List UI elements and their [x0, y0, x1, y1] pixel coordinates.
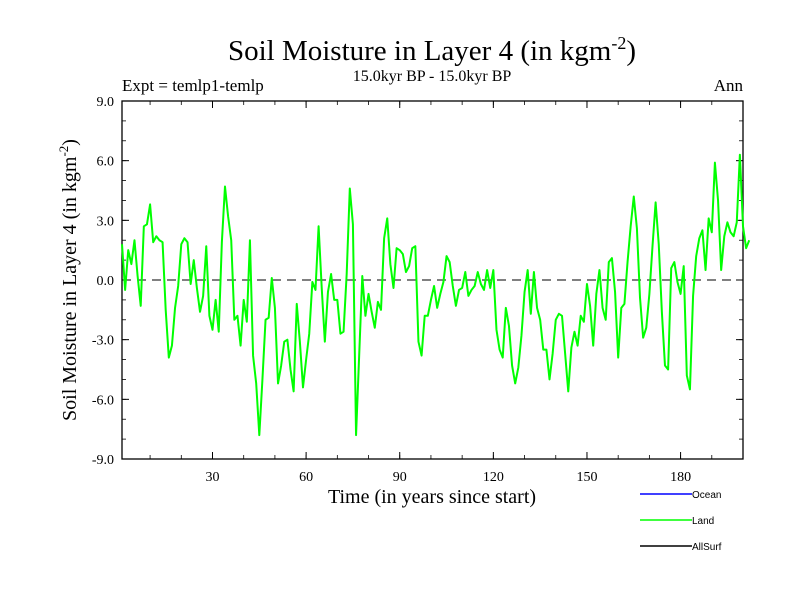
x-tick-label: 90 — [393, 470, 407, 485]
y-tick-label: 6.0 — [97, 155, 115, 170]
legend-label-land: Land — [692, 516, 714, 527]
y-tick-label: -3.0 — [92, 334, 114, 349]
legend: Ocean Land AllSurf — [640, 490, 722, 553]
y-tick-label: 0.0 — [97, 274, 115, 289]
x-tick-label: 60 — [299, 470, 313, 485]
legend-label-ocean: Ocean — [692, 490, 721, 501]
x-tick-label: 120 — [483, 470, 504, 485]
y-tick-label: 9.0 — [97, 95, 115, 110]
x-axis: 30 60 90 120 150 180 — [149, 101, 744, 485]
y-axis-label: Soil Moisture in Layer 4 (in kgm-2) — [56, 139, 81, 421]
x-axis-label: Time (in years since start) — [328, 486, 536, 508]
chart-title: Soil Moisture in Layer 4 (in kgm-2) — [228, 33, 636, 67]
chart-subtitle: 15.0kyr BP - 15.0kyr BP — [353, 68, 512, 85]
x-tick-label: 180 — [670, 470, 691, 485]
series-line-land — [121, 153, 751, 437]
y-tick-label: -6.0 — [92, 393, 114, 408]
series-group — [121, 153, 751, 437]
y-tick-label: -9.0 — [92, 453, 114, 468]
experiment-caption: Expt = temlp1-temlp — [122, 76, 264, 95]
x-tick-label: 30 — [205, 470, 219, 485]
y-tick-label: 3.0 — [97, 214, 115, 229]
x-tick-label: 150 — [576, 470, 597, 485]
legend-label-allsurf: AllSurf — [692, 542, 722, 553]
season-caption: Ann — [714, 76, 744, 95]
